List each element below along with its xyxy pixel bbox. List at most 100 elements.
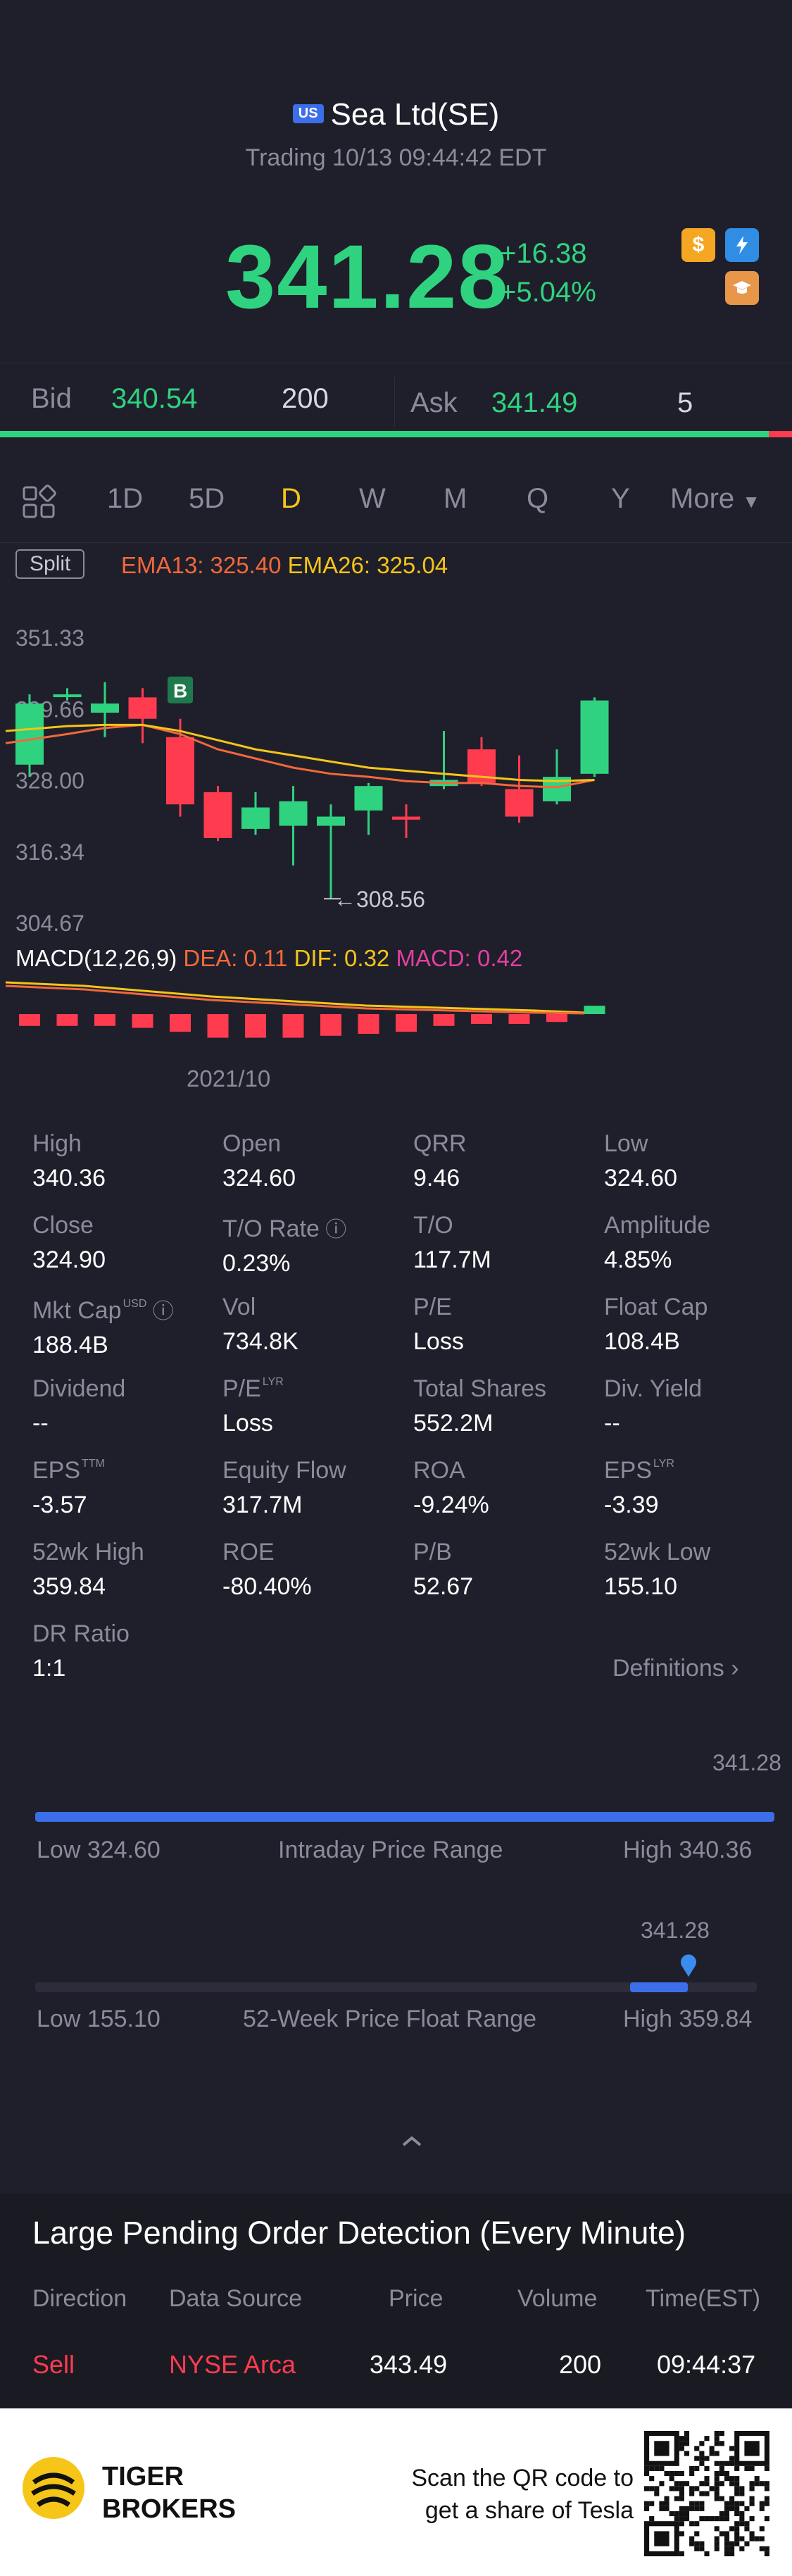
tab-quarter[interactable]: Q (527, 483, 549, 514)
course-badge-icon[interactable] (725, 271, 759, 305)
tab-1d[interactable]: 1D (107, 483, 144, 514)
qr-module (734, 2476, 740, 2482)
ask-size: 5 (677, 387, 693, 418)
qr-module (759, 2526, 765, 2532)
y-tick-label: 316.34 (15, 839, 84, 865)
qr-module (704, 2481, 710, 2487)
ema26-label: EMA26: 325.04 (287, 552, 448, 578)
qr-module (719, 2496, 724, 2501)
stat-label: EPS LYR (604, 1457, 674, 1484)
qr-module (664, 2496, 670, 2501)
qr-module (689, 2541, 695, 2546)
stat-value: 108.4B (604, 1328, 680, 1355)
col-direction: Direction (32, 2285, 127, 2312)
row-volume: 200 (559, 2350, 602, 2379)
candle-body (241, 807, 270, 829)
qr-module (684, 2506, 690, 2511)
more-dropdown[interactable]: More ▼ (670, 483, 760, 515)
qr-module (759, 2481, 765, 2487)
qr-module (749, 2501, 755, 2506)
stat-value: -- (32, 1410, 49, 1437)
qr-module (689, 2470, 695, 2477)
collapse-chevron-icon[interactable] (398, 2132, 426, 2153)
qr-module (729, 2461, 735, 2466)
qr-module (694, 2486, 700, 2491)
qr-module (739, 2521, 745, 2527)
qr-module (719, 2531, 724, 2537)
qr-module (694, 2506, 700, 2511)
qr-module (684, 2481, 690, 2487)
stat-label: P/E LYR (222, 1375, 284, 1402)
tab-5d[interactable]: 5D (189, 483, 225, 514)
bid-ask-bar: Bid 340.54 200 Ask 341.49 5 (0, 363, 792, 434)
stat-value: 1:1 (32, 1655, 66, 1682)
layout-grid-icon[interactable] (21, 484, 56, 523)
tab-day[interactable]: D (281, 483, 301, 514)
row-time: 09:44:37 (657, 2350, 756, 2379)
stat-label: QRR (413, 1130, 467, 1157)
qr-module (659, 2465, 665, 2471)
stat-cell: Dividend -- (32, 1375, 125, 1437)
more-label: More (670, 483, 735, 514)
info-icon[interactable]: ⓘ (146, 1300, 174, 1323)
stat-cell: P/B 52.67 (413, 1539, 473, 1601)
qr-module (679, 2521, 684, 2527)
qr-module (704, 2516, 710, 2522)
qr-module (714, 2496, 719, 2501)
info-icon[interactable]: ⓘ (319, 1218, 347, 1242)
bid-ask-ratio-bar (0, 431, 792, 437)
qr-module (679, 2496, 684, 2501)
qr-module (729, 2446, 735, 2451)
qr-module (764, 2516, 769, 2522)
qr-module (734, 2465, 740, 2471)
stat-label: ROA (413, 1457, 465, 1484)
candle-body (354, 786, 383, 811)
stat-value: 9.46 (413, 1165, 460, 1192)
stat-label: Div. Yield (604, 1375, 703, 1402)
qr-cta: Scan the QR code to get a share of Tesla (366, 2462, 634, 2527)
stat-cell: EPS TTM -3.57 (32, 1457, 105, 1519)
last-price: 341.28 (225, 227, 510, 327)
flash-badge-icon[interactable] (725, 228, 759, 262)
qr-module (714, 2470, 719, 2477)
qr-module (689, 2486, 695, 2491)
qr-module (714, 2491, 719, 2496)
qr-module (714, 2516, 719, 2522)
tab-month[interactable]: M (444, 483, 467, 514)
qr-module (684, 2441, 690, 2446)
qr-module (764, 2501, 769, 2506)
qr-module (729, 2541, 735, 2546)
stat-label: 52wk Low (604, 1539, 711, 1565)
qr-module (699, 2461, 705, 2466)
candle-body (53, 694, 82, 697)
qr-module (714, 2541, 719, 2546)
qr-module (704, 2476, 710, 2482)
tab-year[interactable]: Y (611, 483, 630, 514)
qr-module (654, 2465, 660, 2471)
macd-title: MACD(12,26,9) (15, 945, 177, 971)
candle-body (317, 816, 345, 826)
stat-cell: Open 324.60 (222, 1130, 296, 1192)
dollar-badge-icon[interactable]: $ (681, 228, 715, 262)
tab-week[interactable]: W (359, 483, 386, 514)
stat-value: 734.8K (222, 1328, 298, 1355)
candle-body (128, 697, 157, 719)
caret-down-icon: ▼ (742, 491, 760, 512)
qr-module (734, 2531, 740, 2537)
qr-module (694, 2541, 700, 2546)
us-flag-icon: US (292, 104, 324, 123)
qr-module (699, 2441, 705, 2446)
stat-label: Low (604, 1130, 648, 1157)
definitions-link[interactable]: Definitions › (612, 1655, 739, 1682)
qr-module (724, 2501, 730, 2506)
qr-finder-core (654, 2531, 670, 2546)
stat-cell: Div. Yield -- (604, 1375, 702, 1437)
stat-label: DR Ratio (32, 1620, 130, 1647)
split-button[interactable]: Split (15, 549, 85, 579)
macd-label: MACD: 0.42 (396, 945, 523, 971)
qr-module (729, 2501, 735, 2506)
stat-value: 4.85% (604, 1246, 672, 1273)
qr-module (724, 2476, 730, 2482)
qr-module (679, 2506, 684, 2511)
